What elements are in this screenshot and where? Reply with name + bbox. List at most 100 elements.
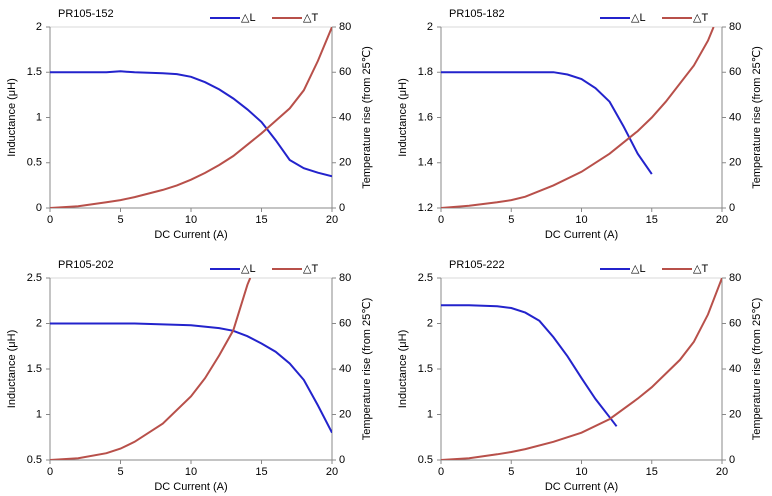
plot-area: [49, 26, 333, 209]
x-tick-label: 5: [508, 466, 514, 478]
plot-area: [49, 277, 333, 461]
series-line: [441, 27, 715, 208]
series-line: [50, 322, 332, 434]
lines: [50, 27, 332, 208]
x-tick-label: 5: [508, 214, 514, 226]
x-axis-label: DC Current (A): [154, 229, 227, 241]
y2-tick-label: 60: [729, 66, 741, 78]
y-tick-label: 1.4: [418, 157, 433, 169]
legend-label: △L: [241, 263, 256, 275]
y-tick-label: 0.5: [27, 157, 42, 169]
y2-tick-label: 80: [339, 21, 351, 33]
y-tick-label: 1.5: [27, 66, 42, 78]
chart-title: PR105-222: [449, 259, 505, 271]
y-tick-label: 1.6: [418, 111, 433, 123]
y-tick-label: 2: [36, 21, 42, 33]
y2-tick-label: 20: [729, 157, 741, 169]
y2-tick-label: 40: [729, 363, 741, 375]
y-axis-label: Inductance (μH): [6, 330, 18, 408]
plot-area: [440, 26, 723, 209]
y2-tick-label: 80: [729, 21, 741, 33]
legend-label: △L: [631, 263, 646, 275]
y2-tick-label: 60: [339, 317, 351, 329]
series-line: [50, 70, 332, 178]
x-tick-label: 15: [255, 466, 267, 478]
y-tick-label: 0: [36, 202, 42, 214]
y-tick-label: 1: [36, 408, 42, 420]
y-tick-label: 1: [427, 408, 433, 420]
chart-title: PR105-202: [58, 259, 114, 271]
x-axis-label: DC Current (A): [154, 481, 227, 493]
y-tick-label: 1.5: [27, 363, 42, 375]
y-tick-label: 2: [36, 317, 42, 329]
y2-tick-label: 0: [339, 454, 345, 466]
y2-tick-label: 60: [729, 317, 741, 329]
legend-label: △L: [241, 12, 256, 24]
legend-label: △L: [631, 12, 646, 24]
y2-tick-label: 60: [339, 66, 351, 78]
y-tick-label: 0.5: [418, 454, 433, 466]
y2-axis-label: Temperature rise (from 25℃): [751, 298, 763, 441]
x-tick-label: 0: [438, 214, 444, 226]
y-tick-label: 1.8: [418, 66, 433, 78]
x-tick-label: 20: [716, 466, 728, 478]
x-tick-label: 20: [716, 214, 728, 226]
y2-axis-label: Temperature rise (from 25℃): [361, 46, 373, 189]
y2-tick-label: 0: [339, 202, 345, 214]
series-line: [441, 71, 653, 175]
x-tick-label: 15: [646, 214, 658, 226]
x-tick-label: 0: [438, 466, 444, 478]
x-tick-label: 20: [326, 214, 338, 226]
x-tick-label: 10: [575, 466, 587, 478]
y-tick-label: 1.5: [418, 363, 433, 375]
y2-tick-label: 80: [729, 272, 741, 284]
chart-title: PR105-152: [58, 8, 114, 20]
legend-label: △T: [303, 12, 318, 24]
y-tick-label: 0.5: [27, 454, 42, 466]
lines: [50, 278, 332, 460]
x-axis-label: DC Current (A): [545, 229, 618, 241]
x-tick-label: 15: [255, 214, 267, 226]
lines: [441, 278, 722, 460]
x-tick-label: 0: [47, 214, 53, 226]
series-line: [441, 304, 618, 427]
x-tick-label: 10: [575, 214, 587, 226]
y2-tick-label: 80: [339, 272, 351, 284]
y-tick-label: 2.5: [418, 272, 433, 284]
y2-tick-label: 40: [339, 111, 351, 123]
y2-tick-label: 40: [729, 111, 741, 123]
y-axis-label: Inductance (μH): [397, 78, 409, 156]
series-line: [50, 27, 332, 208]
y-tick-label: 1.2: [418, 202, 433, 214]
y-axis-label: Inductance (μH): [6, 78, 18, 156]
y2-axis-label: Temperature rise (from 25℃): [751, 46, 763, 189]
y-tick-label: 2: [427, 21, 433, 33]
x-tick-label: 0: [47, 466, 53, 478]
x-tick-label: 15: [646, 466, 658, 478]
y2-axis-label: Temperature rise (from 25℃): [361, 298, 373, 441]
x-tick-label: 20: [326, 466, 338, 478]
y-tick-label: 2.5: [27, 272, 42, 284]
x-tick-label: 5: [117, 214, 123, 226]
lines: [441, 27, 715, 208]
chart-title: PR105-182: [449, 8, 505, 20]
legend-label: △T: [693, 263, 708, 275]
x-tick-label: 5: [117, 466, 123, 478]
y2-tick-label: 20: [729, 408, 741, 420]
y-tick-label: 2: [427, 317, 433, 329]
legend-label: △T: [303, 263, 318, 275]
y2-tick-label: 20: [339, 157, 351, 169]
y2-tick-label: 0: [729, 454, 735, 466]
y2-tick-label: 0: [729, 202, 735, 214]
series-line: [50, 278, 252, 460]
y2-tick-label: 20: [339, 408, 351, 420]
legend-label: △T: [693, 12, 708, 24]
x-axis-label: DC Current (A): [545, 481, 618, 493]
x-tick-label: 10: [185, 214, 197, 226]
y2-tick-label: 40: [339, 363, 351, 375]
